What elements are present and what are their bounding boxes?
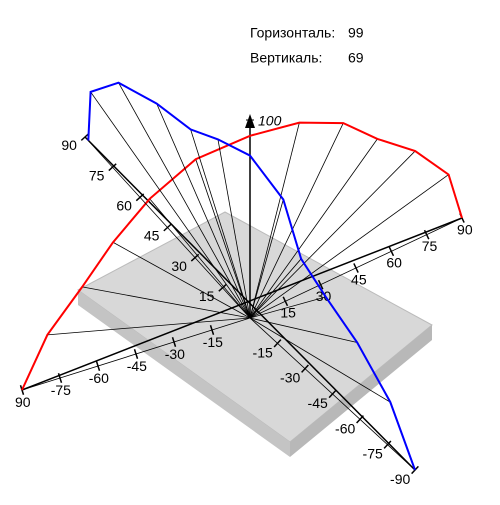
spoke [249, 317, 358, 343]
spoke [249, 317, 416, 471]
tick-label: -75 [363, 446, 383, 462]
tick-label: -30 [280, 370, 300, 386]
spoke [249, 317, 391, 403]
plate-edge [290, 325, 432, 457]
tick-label: -90 [390, 471, 410, 487]
plate-edge [78, 290, 290, 457]
readout-label: Вертикаль: [250, 50, 322, 66]
tick-label: 90 [15, 394, 31, 410]
spoke [156, 103, 251, 319]
tick-label: -15 [253, 344, 273, 360]
tick-label: -45 [127, 358, 147, 374]
spoke [249, 258, 302, 319]
tick-label: 60 [116, 197, 132, 213]
spoke [195, 159, 251, 319]
tick-label: 75 [89, 167, 105, 183]
spoke [47, 317, 251, 336]
tick-label: 15 [199, 288, 215, 304]
axis-arrow [245, 114, 255, 128]
spoke [249, 296, 326, 319]
spoke [90, 91, 251, 319]
plate [77, 211, 433, 443]
spoke [82, 286, 251, 319]
tick-label: 45 [351, 271, 367, 287]
tick-label: -30 [165, 346, 185, 362]
tick-label: 45 [144, 228, 160, 244]
tick-label: 100 [258, 113, 282, 129]
spoke [249, 217, 463, 319]
tick-label: -15 [203, 334, 223, 350]
tick-label: -45 [308, 395, 328, 411]
spoke [249, 174, 449, 319]
spoke [249, 199, 284, 319]
spoke [118, 82, 251, 319]
curve [21, 121, 463, 391]
tick-label: 60 [386, 255, 402, 271]
tick-label: -75 [51, 382, 71, 398]
spoke [112, 241, 251, 319]
tick-label: 30 [171, 258, 187, 274]
tick-label: 90 [457, 221, 473, 237]
tick-label: 90 [61, 137, 77, 153]
readout-value: 99 [348, 25, 364, 41]
spoke [249, 122, 344, 319]
spoke [21, 317, 251, 391]
spoke [217, 139, 251, 319]
spoke [88, 140, 251, 319]
tick-label: 75 [422, 238, 438, 254]
curve [87, 81, 416, 471]
spoke [190, 129, 251, 319]
tick-label: -60 [89, 370, 109, 386]
spoke [249, 122, 300, 319]
readout-label: Горизонталь: [250, 25, 335, 41]
spoke [149, 198, 251, 319]
spoke [249, 150, 416, 319]
tick-label: -60 [335, 420, 355, 436]
spoke [249, 138, 378, 319]
tick-mark [80, 133, 90, 141]
readout-value: 69 [348, 50, 364, 66]
